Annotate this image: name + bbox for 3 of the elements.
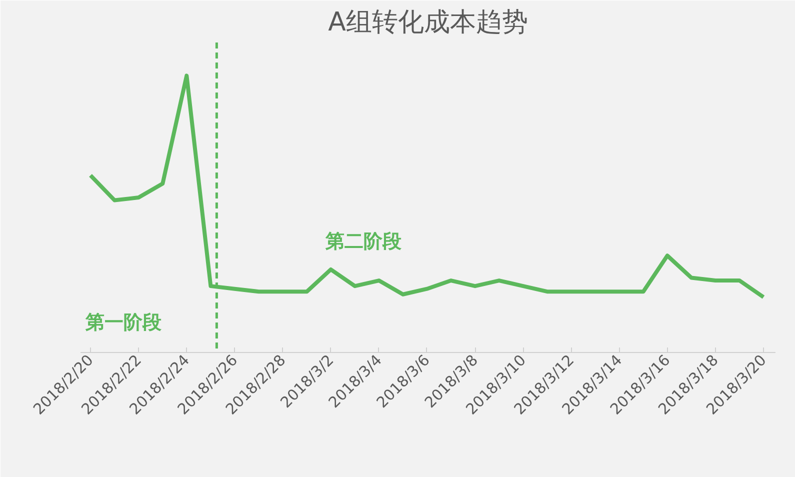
chart-title: A组转化成本趋势: [328, 8, 528, 38]
annotation: 第二阶段: [324, 230, 402, 252]
annotation: 第一阶段: [84, 312, 162, 334]
